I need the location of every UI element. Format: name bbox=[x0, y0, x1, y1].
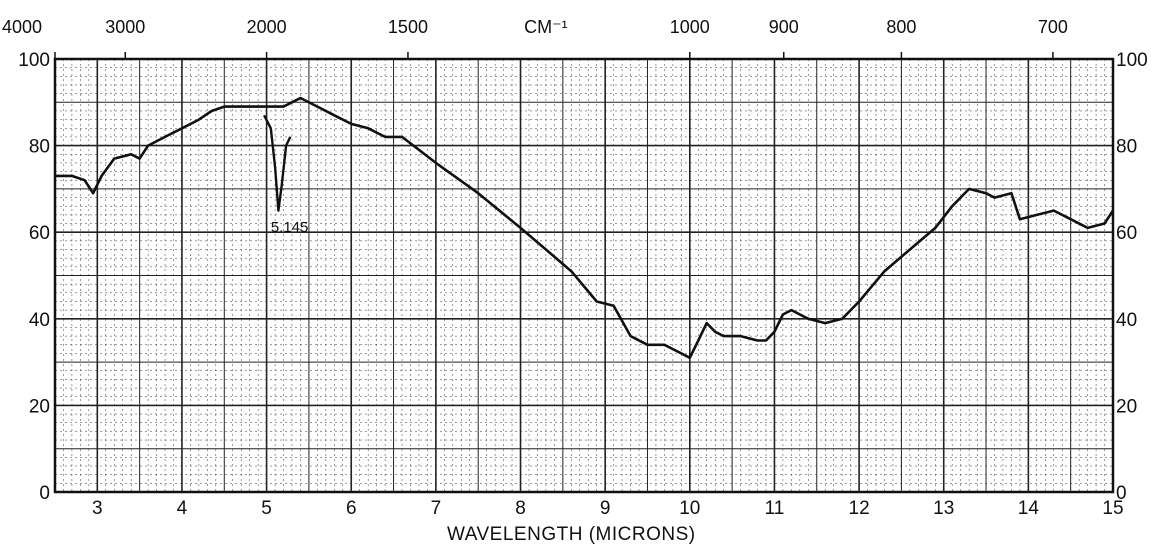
x-tick-label: 4 bbox=[177, 498, 188, 519]
top-tick-label: 800 bbox=[886, 17, 916, 37]
dip-label: 5.145 bbox=[271, 219, 309, 236]
x-tick-label: 13 bbox=[933, 498, 954, 519]
x-tick-label: 14 bbox=[1018, 498, 1040, 519]
y-tick-label-left: 40 bbox=[29, 310, 50, 331]
x-tick-label: 15 bbox=[1102, 498, 1123, 519]
y-tick-label-right: 100 bbox=[1116, 50, 1148, 71]
grid bbox=[54, 58, 1114, 493]
y-tick-label-left: 80 bbox=[29, 137, 50, 158]
x-tick-label: 9 bbox=[600, 498, 611, 519]
y-tick-label-right: 0 bbox=[1116, 483, 1127, 504]
x-tick-label: 6 bbox=[346, 498, 357, 519]
y-tick-label-right: 60 bbox=[1116, 223, 1137, 244]
top-tick-label: 900 bbox=[769, 17, 799, 37]
x-axis-title: WAVELENGTH (MICRONS) bbox=[447, 524, 696, 545]
top-tick-label: 4000 bbox=[2, 17, 42, 37]
top-tick-label: 2000 bbox=[247, 17, 287, 37]
x-tick-label: 3 bbox=[92, 498, 103, 519]
x-tick-label: 10 bbox=[679, 498, 700, 519]
y-tick-labels-left: 0 20 40 60 80 100 bbox=[18, 50, 50, 504]
y-tick-label-left: 0 bbox=[39, 483, 50, 504]
x-tick-label: 5 bbox=[261, 498, 272, 519]
x-tick-label: 7 bbox=[431, 498, 442, 519]
top-axis-title: CM⁻¹ bbox=[524, 17, 568, 37]
spectrum-line bbox=[55, 96, 1115, 360]
x-tick-label: 11 bbox=[765, 498, 785, 519]
top-tick-label: 3000 bbox=[105, 17, 145, 37]
top-tick-labels: 4000 3000 2000 1500 1000 900 800 700 bbox=[2, 17, 1068, 37]
y-tick-label-left: 100 bbox=[18, 50, 50, 71]
y-tick-label-left: 60 bbox=[29, 223, 50, 244]
x-tick-label: 8 bbox=[515, 498, 526, 519]
x-tick-label: 12 bbox=[849, 498, 870, 519]
dip-line bbox=[263, 114, 292, 212]
y-tick-label-left: 20 bbox=[29, 396, 50, 417]
plot-frame bbox=[53, 57, 1115, 494]
top-tick-label: 1500 bbox=[388, 17, 428, 37]
tick-marks bbox=[54, 52, 1054, 59]
y-tick-label-right: 40 bbox=[1116, 310, 1137, 331]
y-tick-label-right: 20 bbox=[1116, 396, 1137, 417]
top-tick-label: 1000 bbox=[670, 17, 710, 37]
y-tick-labels-right: 0 20 40 60 80 100 bbox=[1116, 50, 1148, 504]
top-tick-label: 700 bbox=[1038, 17, 1068, 37]
x-tick-labels: 3 4 5 6 7 8 9 10 11 12 13 14 15 bbox=[92, 498, 1124, 519]
y-tick-label-right: 80 bbox=[1116, 137, 1137, 158]
